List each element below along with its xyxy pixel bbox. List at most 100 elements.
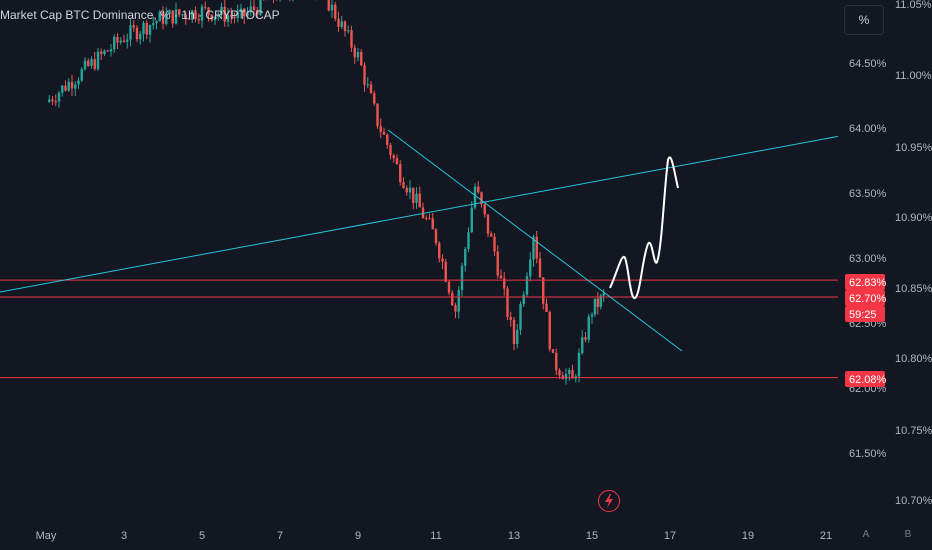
candle-body: [473, 186, 477, 208]
price-label-text: 62.70%: [849, 293, 887, 305]
auto-scale-button[interactable]: A: [862, 528, 870, 540]
candle-body: [171, 10, 174, 24]
candle-body: [83, 60, 87, 70]
secondary-tick-label: 10.80%: [895, 353, 932, 365]
candle-body: [577, 352, 581, 377]
candle-body: [564, 373, 568, 380]
candle-body: [548, 311, 551, 350]
candle-body: [207, 7, 210, 15]
falling-trendline: [387, 129, 683, 352]
price-tick-label: 63.50%: [849, 188, 887, 200]
secondary-tick-label: 10.95%: [895, 142, 932, 154]
candle-body: [236, 11, 239, 18]
candle-body: [470, 207, 473, 233]
candle-body: [421, 207, 425, 219]
candle-body: [499, 275, 503, 279]
candle-body: [135, 27, 139, 40]
candle-body: [590, 314, 594, 317]
candle-body: [48, 99, 51, 102]
time-tick-label: 19: [742, 530, 754, 542]
candle-body: [51, 99, 54, 102]
candle-body: [438, 243, 441, 259]
candle-body: [356, 52, 360, 58]
candle-body: [571, 370, 574, 379]
candle-body: [90, 59, 93, 66]
candle-body: [402, 182, 405, 188]
candle-body: [581, 337, 584, 353]
candle-body: [389, 144, 392, 156]
candle-body: [330, 4, 334, 11]
flash-icon[interactable]: [598, 490, 620, 512]
candle-body: [174, 9, 178, 24]
time-tick-label: 11: [430, 530, 441, 542]
price-tick-label: 64.00%: [849, 123, 887, 135]
price-label-box: [845, 306, 885, 322]
candles: [48, 0, 605, 385]
candle-body: [568, 370, 571, 374]
rising-trendline: [0, 135, 841, 293]
chart-title: Market Cap BTC Dominance, % · 1h · CRYPT…: [0, 8, 280, 22]
candle-body: [340, 21, 343, 27]
candle-body: [415, 193, 418, 203]
candle-body: [139, 34, 142, 40]
candle-body: [477, 186, 480, 193]
time-tick-label: 7: [277, 530, 283, 542]
price-tick-label: 64.50%: [849, 58, 887, 70]
candle-body: [555, 352, 558, 371]
candle-body: [405, 187, 408, 193]
time-axis: May 3 5 7 9 11 13 15 17 19 21: [0, 520, 932, 550]
time-tick-label: 13: [508, 530, 520, 542]
candle-body: [145, 22, 148, 35]
candle-body: [213, 16, 217, 21]
time-tick-label: 9: [355, 530, 361, 542]
time-axis-background: [0, 520, 932, 550]
candle-body: [259, 0, 262, 15]
candle-body: [599, 295, 602, 307]
candle-body: [467, 232, 470, 249]
secondary-tick-label: 10.75%: [895, 425, 932, 437]
candle-body: [132, 25, 135, 28]
candle-body: [103, 50, 106, 55]
candle-body: [194, 10, 197, 20]
candle-body: [447, 281, 451, 293]
axis-background: [838, 0, 932, 520]
candle-body: [373, 93, 376, 104]
candle-body: [249, 6, 252, 13]
percent-scale-button[interactable]: %: [844, 5, 884, 35]
candle-body: [57, 92, 61, 102]
candle-body: [220, 6, 223, 15]
candle-body: [246, 12, 249, 17]
candle-body: [334, 4, 337, 19]
price-label-text: 59:25: [849, 309, 877, 321]
candle-body: [239, 8, 243, 12]
candle-body: [204, 6, 207, 8]
candle-body: [129, 25, 132, 40]
candle-body: [593, 298, 597, 315]
candle-body: [61, 85, 64, 93]
candle-body: [444, 261, 447, 282]
candle-body: [464, 248, 467, 266]
candle-body: [210, 14, 213, 21]
candle-body: [109, 49, 113, 52]
candle-body: [512, 319, 516, 345]
candle-body: [252, 6, 256, 10]
candle-body: [80, 69, 83, 81]
candle-body: [408, 187, 412, 193]
candle-body: [191, 10, 194, 20]
secondary-tick-label: 10.85%: [895, 283, 932, 295]
candle-body: [483, 204, 486, 215]
time-tick-label: 17: [664, 530, 676, 542]
candle-body: [379, 126, 382, 132]
candle-body: [347, 30, 350, 32]
candle-body: [490, 233, 493, 237]
candle-body: [230, 15, 233, 17]
candle-body: [529, 259, 532, 277]
back-button[interactable]: B: [904, 528, 912, 540]
right-price-axis: 64.50%64.00%63.50%63.00%62.50%62.00%61.5…: [838, 0, 932, 520]
candle-body: [54, 101, 57, 103]
time-tick-label: 5: [199, 530, 205, 542]
candle-body: [395, 158, 399, 165]
candle-body: [503, 278, 506, 289]
secondary-tick-label: 11.05%: [895, 0, 932, 11]
